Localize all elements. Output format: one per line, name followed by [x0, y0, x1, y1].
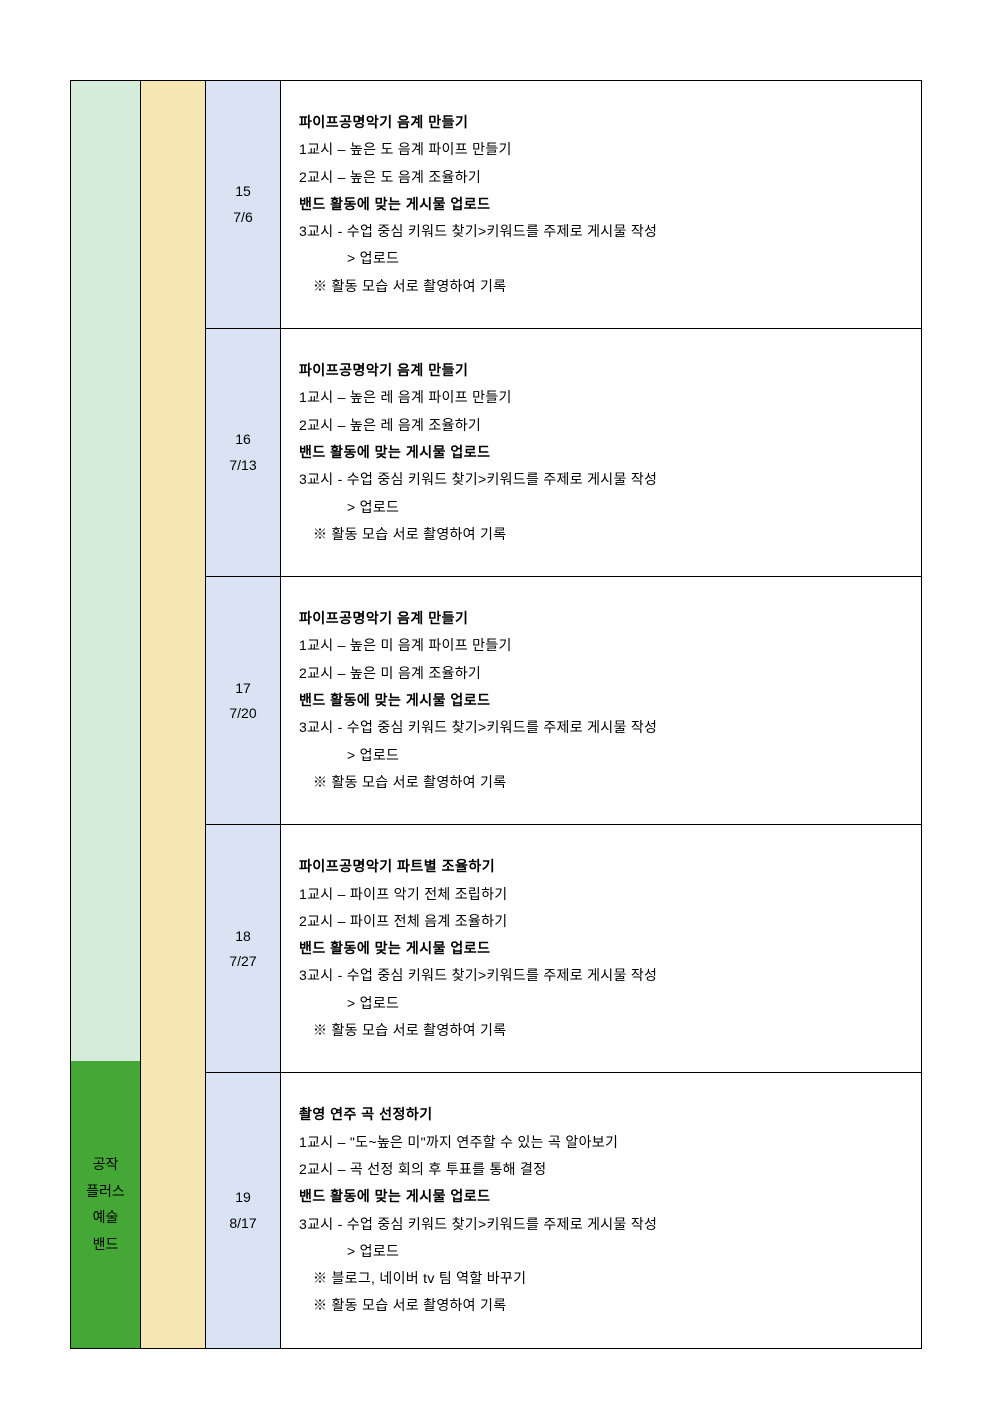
- week-date: 7/6: [233, 205, 252, 230]
- content-title: 파이프공명악기 음계 만들기: [299, 605, 901, 632]
- week-cell: 18 7/27: [206, 825, 281, 1072]
- content-line: 1교시 – "도~높은 미"까지 연주할 수 있는 곡 알아보기: [299, 1129, 901, 1156]
- content-line: 3교시 - 수업 중심 키워드 찾기>키워드를 주제로 게시물 작성: [299, 1211, 901, 1238]
- category-label-2: 플러스: [86, 1178, 125, 1205]
- content-indent: > 업로드: [299, 494, 901, 521]
- content-title: 파이프공명악기 음계 만들기: [299, 109, 901, 136]
- week-number: 15: [235, 179, 251, 204]
- week-number: 19: [235, 1185, 251, 1210]
- content-note: ※ 블로그, 네이버 tv 팀 역할 바꾸기: [299, 1265, 901, 1292]
- content-cell: 파이프공명악기 음계 만들기 1교시 – 높은 미 음계 파이프 만들기 2교시…: [281, 577, 921, 824]
- content-line: 2교시 – 높은 도 음계 조율하기: [299, 164, 901, 191]
- schedule-row: 19 8/17 촬영 연주 곡 선정하기 1교시 – "도~높은 미"까지 연주…: [206, 1073, 921, 1347]
- content-note: ※ 활동 모습 서로 촬영하여 기록: [299, 1292, 901, 1319]
- schedule-row: 18 7/27 파이프공명악기 파트별 조율하기 1교시 – 파이프 악기 전체…: [206, 825, 921, 1073]
- content-title: 밴드 활동에 맞는 게시물 업로드: [299, 439, 901, 466]
- content-title: 파이프공명악기 파트별 조율하기: [299, 853, 901, 880]
- content-cell: 파이프공명악기 음계 만들기 1교시 – 높은 레 음계 파이프 만들기 2교시…: [281, 329, 921, 576]
- content-note: ※ 활동 모습 서로 촬영하여 기록: [299, 273, 901, 300]
- spacer-column: [141, 81, 206, 1348]
- content-note: ※ 활동 모습 서로 촬영하여 기록: [299, 521, 901, 548]
- category-top-cell: [71, 81, 141, 1061]
- week-number: 17: [235, 676, 251, 701]
- content-indent: > 업로드: [299, 1238, 901, 1265]
- content-line: 3교시 - 수업 중심 키워드 찾기>키워드를 주제로 게시물 작성: [299, 466, 901, 493]
- schedule-row: 15 7/6 파이프공명악기 음계 만들기 1교시 – 높은 도 음계 파이프 …: [206, 81, 921, 329]
- week-cell: 17 7/20: [206, 577, 281, 824]
- schedule-table: 공작 플러스 예술 밴드 15 7/6 파이프공명악기 음계 만들기 1교시 –…: [70, 80, 922, 1349]
- content-line: 3교시 - 수업 중심 키워드 찾기>키워드를 주제로 게시물 작성: [299, 962, 901, 989]
- week-number: 18: [235, 924, 251, 949]
- content-indent: > 업로드: [299, 245, 901, 272]
- week-date: 7/27: [229, 949, 256, 974]
- week-date: 7/20: [229, 701, 256, 726]
- schedule-row: 16 7/13 파이프공명악기 음계 만들기 1교시 – 높은 레 음계 파이프…: [206, 329, 921, 577]
- content-note: ※ 활동 모습 서로 촬영하여 기록: [299, 769, 901, 796]
- rows-container: 15 7/6 파이프공명악기 음계 만들기 1교시 – 높은 도 음계 파이프 …: [206, 81, 921, 1348]
- schedule-row: 17 7/20 파이프공명악기 음계 만들기 1교시 – 높은 미 음계 파이프…: [206, 577, 921, 825]
- content-title: 밴드 활동에 맞는 게시물 업로드: [299, 191, 901, 218]
- category-bottom-cell: 공작 플러스 예술 밴드: [71, 1061, 141, 1348]
- content-title: 밴드 활동에 맞는 게시물 업로드: [299, 1183, 901, 1210]
- category-label-1: 공작: [86, 1151, 125, 1178]
- content-line: 1교시 – 높은 레 음계 파이프 만들기: [299, 384, 901, 411]
- category-label-3: 예술: [86, 1204, 125, 1231]
- content-cell: 파이프공명악기 음계 만들기 1교시 – 높은 도 음계 파이프 만들기 2교시…: [281, 81, 921, 328]
- week-date: 7/13: [229, 453, 256, 478]
- content-line: 1교시 – 파이프 악기 전체 조립하기: [299, 881, 901, 908]
- week-cell: 16 7/13: [206, 329, 281, 576]
- week-cell: 15 7/6: [206, 81, 281, 328]
- content-title: 촬영 연주 곡 선정하기: [299, 1101, 901, 1128]
- week-number: 16: [235, 427, 251, 452]
- content-title: 밴드 활동에 맞는 게시물 업로드: [299, 687, 901, 714]
- content-line: 2교시 – 높은 미 음계 조율하기: [299, 660, 901, 687]
- content-line: 2교시 – 파이프 전체 음계 조율하기: [299, 908, 901, 935]
- content-line: 2교시 – 곡 선정 회의 후 투표를 통해 결정: [299, 1156, 901, 1183]
- content-indent: > 업로드: [299, 742, 901, 769]
- content-indent: > 업로드: [299, 990, 901, 1017]
- content-line: 1교시 – 높은 도 음계 파이프 만들기: [299, 136, 901, 163]
- content-title: 밴드 활동에 맞는 게시물 업로드: [299, 935, 901, 962]
- category-label-4: 밴드: [86, 1231, 125, 1258]
- week-cell: 19 8/17: [206, 1073, 281, 1347]
- content-note: ※ 활동 모습 서로 촬영하여 기록: [299, 1017, 901, 1044]
- content-line: 3교시 - 수업 중심 키워드 찾기>키워드를 주제로 게시물 작성: [299, 218, 901, 245]
- content-line: 2교시 – 높은 레 음계 조율하기: [299, 412, 901, 439]
- content-line: 1교시 – 높은 미 음계 파이프 만들기: [299, 632, 901, 659]
- content-line: 3교시 - 수업 중심 키워드 찾기>키워드를 주제로 게시물 작성: [299, 714, 901, 741]
- week-date: 8/17: [229, 1211, 256, 1236]
- content-cell: 촬영 연주 곡 선정하기 1교시 – "도~높은 미"까지 연주할 수 있는 곡…: [281, 1073, 921, 1347]
- category-column: 공작 플러스 예술 밴드: [71, 81, 141, 1348]
- content-cell: 파이프공명악기 파트별 조율하기 1교시 – 파이프 악기 전체 조립하기 2교…: [281, 825, 921, 1072]
- content-title: 파이프공명악기 음계 만들기: [299, 357, 901, 384]
